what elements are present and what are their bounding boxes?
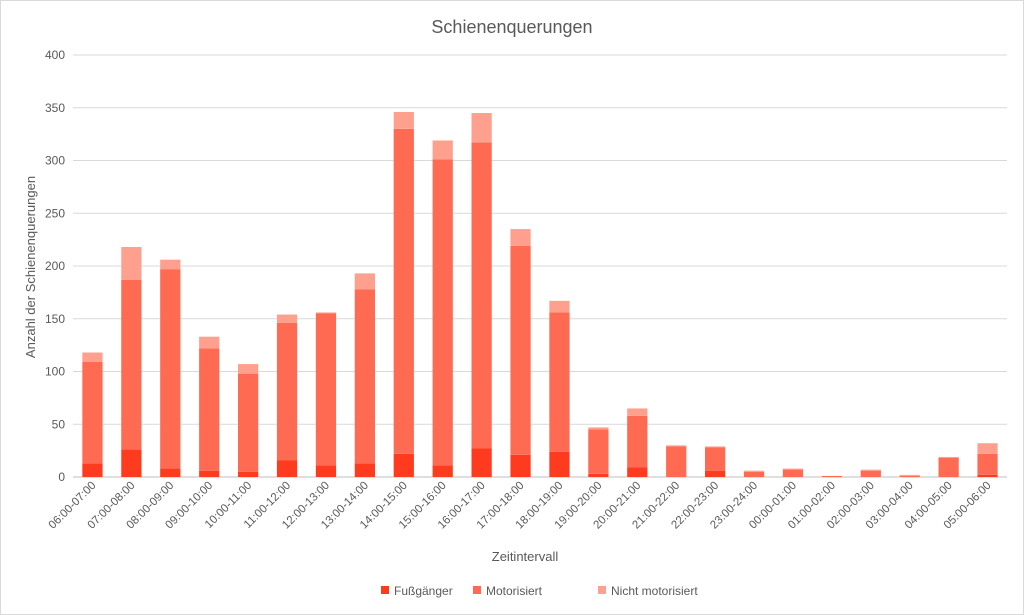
bar-segment bbox=[199, 336, 220, 349]
bar-segment bbox=[588, 427, 609, 430]
bar-segment bbox=[276, 322, 298, 461]
bar-segment bbox=[393, 111, 414, 129]
bar-segment bbox=[315, 312, 337, 314]
bar-segment bbox=[821, 475, 842, 477]
bars bbox=[82, 111, 998, 477]
y-tick-label: 350 bbox=[45, 101, 65, 115]
y-tick-label: 100 bbox=[45, 365, 65, 379]
bar-segment bbox=[354, 463, 375, 477]
bar-segment bbox=[899, 474, 920, 476]
bar-segment bbox=[627, 467, 648, 477]
bar-segment bbox=[549, 312, 570, 452]
bar-segment bbox=[315, 313, 337, 466]
bar-segment bbox=[782, 469, 804, 477]
x-axis-title: Zeitintervall bbox=[492, 549, 559, 564]
bar-segment bbox=[510, 245, 531, 455]
legend-label: Motorisiert bbox=[486, 584, 543, 598]
bar-segment bbox=[627, 415, 648, 468]
bar-segment bbox=[315, 465, 337, 477]
bar-segment bbox=[276, 314, 298, 323]
bar-segment bbox=[160, 468, 181, 477]
bar-segment bbox=[549, 300, 570, 313]
y-tick-label: 0 bbox=[58, 470, 65, 484]
y-tick-label: 150 bbox=[45, 312, 65, 326]
bar-segment bbox=[938, 458, 959, 477]
bar-segment bbox=[860, 469, 881, 471]
bar-segment bbox=[238, 373, 259, 472]
y-tick-label: 50 bbox=[52, 417, 66, 431]
bar-segment bbox=[549, 451, 570, 477]
bar-segment bbox=[860, 470, 881, 477]
bar-segment bbox=[743, 470, 765, 472]
bar-segment bbox=[121, 247, 142, 280]
legend-swatch bbox=[381, 586, 389, 594]
bar-segment bbox=[899, 475, 920, 477]
bar-segment bbox=[199, 348, 220, 471]
bar-segment bbox=[432, 140, 453, 160]
bar-segment bbox=[121, 449, 142, 477]
bar-segment bbox=[393, 453, 414, 477]
x-tick-labels: 06:00-07:0007:00-08:0008:00-09:0009:00-1… bbox=[47, 480, 994, 532]
y-axis-title: Anzahl der Schienenquerungen bbox=[23, 176, 38, 358]
y-tick-label: 400 bbox=[45, 48, 65, 62]
y-tick-label: 200 bbox=[45, 259, 65, 273]
bar-segment bbox=[121, 279, 142, 450]
bar-segment bbox=[705, 446, 726, 448]
bar-segment bbox=[432, 465, 453, 477]
bar-segment bbox=[510, 454, 531, 477]
bar-segment bbox=[354, 273, 375, 290]
bar-segment bbox=[82, 352, 103, 363]
y-tick-label: 250 bbox=[45, 206, 65, 220]
bar-segment bbox=[627, 408, 648, 416]
bar-segment bbox=[666, 446, 687, 477]
bar-segment bbox=[160, 269, 181, 469]
legend-label: Fußgänger bbox=[394, 584, 453, 598]
bar-segment bbox=[743, 471, 765, 477]
bar-segment bbox=[238, 364, 259, 374]
legend-label: Nicht motorisiert bbox=[611, 584, 698, 598]
bar-segment bbox=[432, 159, 453, 466]
bar-segment bbox=[160, 259, 181, 270]
bar-segment bbox=[977, 443, 998, 454]
bar-segment bbox=[666, 445, 687, 447]
chart-title: Schienenquerungen bbox=[431, 17, 592, 37]
bar-segment bbox=[705, 470, 726, 477]
bar-segment bbox=[393, 128, 414, 454]
bar-segment bbox=[510, 229, 531, 246]
bar-segment bbox=[238, 471, 259, 477]
bar-segment bbox=[471, 113, 492, 143]
legend-swatch bbox=[473, 586, 481, 594]
bar-segment bbox=[977, 474, 998, 477]
y-tick-labels: 0 50 100 150 200 250 300 350 400 bbox=[45, 48, 65, 484]
bar-segment bbox=[938, 456, 959, 459]
bar-segment bbox=[705, 447, 726, 471]
bar-segment bbox=[82, 362, 103, 464]
bar-segment bbox=[199, 470, 220, 477]
legend-swatch bbox=[598, 586, 606, 594]
bar-segment bbox=[588, 473, 609, 477]
bar-segment bbox=[82, 463, 103, 477]
legend: Fußgänger Motorisiert Nicht motorisiert bbox=[381, 584, 698, 598]
bar-segment bbox=[354, 289, 375, 464]
bar-segment bbox=[471, 448, 492, 477]
bar-segment bbox=[276, 460, 298, 477]
bar-segment bbox=[782, 468, 804, 470]
bar-segment bbox=[471, 142, 492, 449]
bar-segment bbox=[977, 453, 998, 475]
bar-segment bbox=[588, 429, 609, 474]
gridlines bbox=[73, 54, 1007, 478]
y-tick-label: 300 bbox=[45, 154, 65, 168]
